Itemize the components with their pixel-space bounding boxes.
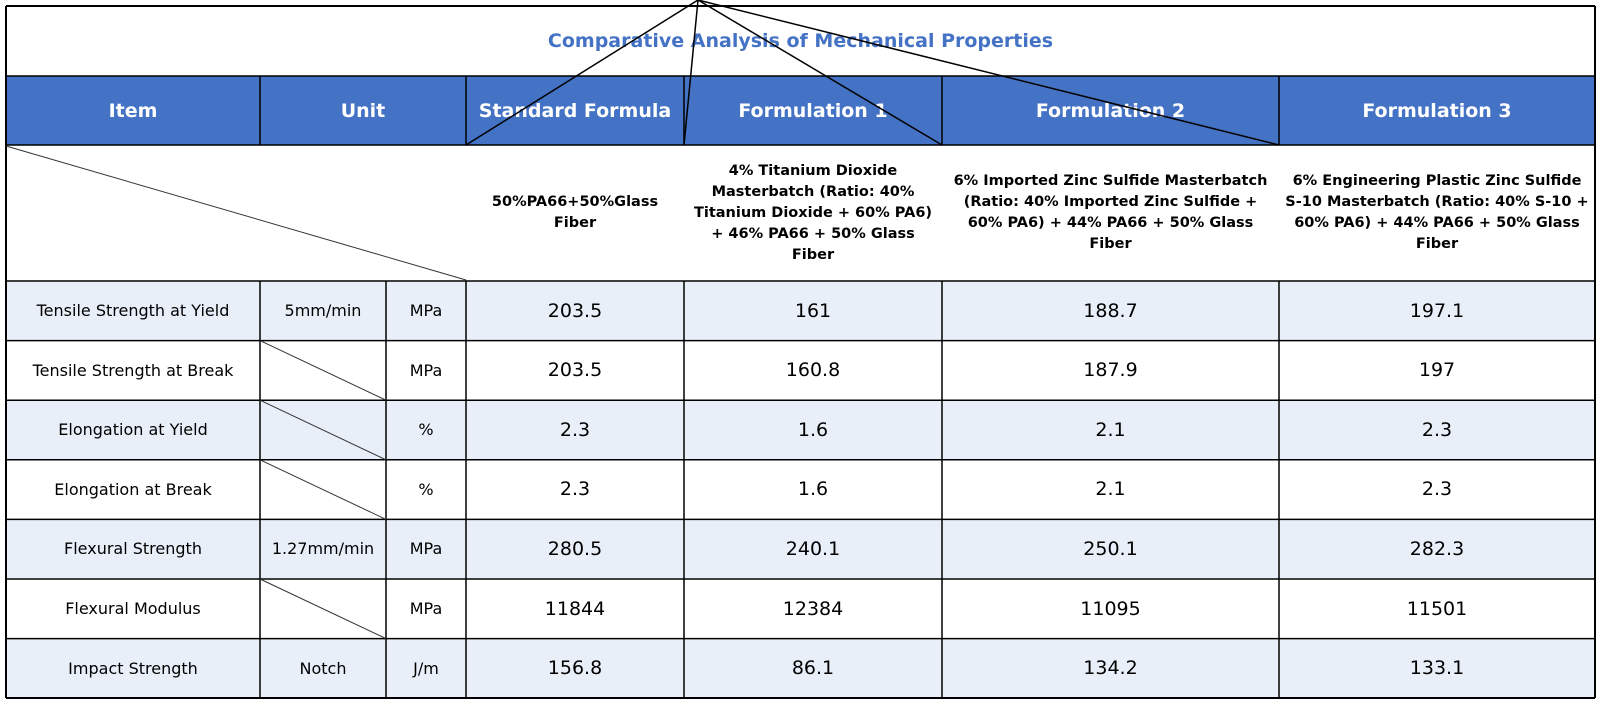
table-title: Comparative Analysis of Mechanical Prope… — [547, 30, 1054, 52]
table-row: Tensile Strength at Yield 5mm/min MPa 203.5… — [6, 281, 1595, 340]
row-condition — [260, 400, 386, 459]
table-row: Elongation at Break% 2.3 1.6 2.1 2.3 — [6, 460, 1595, 519]
row-value-standard: 203.5 — [547, 359, 603, 382]
row-unit: % — [418, 479, 434, 499]
row-value-formulation-2: 2.1 — [1095, 418, 1126, 441]
row-value-formulation-1: 1.6 — [797, 478, 829, 501]
row-value-formulation-3: 197 — [1418, 359, 1456, 382]
header-formulation-1: Formulation 1 — [684, 76, 942, 145]
header-formulation-2: Formulation 2 — [942, 76, 1279, 145]
table-row: Flexural Modulus MPa 11844 12384 11095 11501 — [6, 579, 1595, 638]
row-item: Tensile Strength at Break — [32, 360, 234, 380]
row-value-formulation-3: 197.1 — [1409, 299, 1465, 322]
row-condition: 1.27mm/min — [271, 539, 375, 559]
row-value-formulation-1: 12384 — [782, 597, 844, 620]
row-value-standard: 156.8 — [547, 657, 603, 680]
desc-formulation-1: 4% Titanium Dioxide Masterbatch (Ratio: … — [693, 162, 933, 263]
row-item: Flexural Strength — [64, 539, 202, 559]
row-value-formulation-2: 134.2 — [1083, 657, 1138, 680]
row-value-standard: 2.3 — [559, 418, 591, 441]
desc-formulation-3: 6% Engineering Plastic Zinc Sulfide S-10… — [1285, 173, 1589, 252]
row-value-formulation-3: 282.3 — [1409, 537, 1465, 560]
row-condition: 5mm/min — [284, 301, 362, 320]
header-unit: Unit — [260, 76, 466, 145]
header-item: Item — [6, 76, 260, 145]
row-item: Flexural Modulus — [65, 599, 201, 618]
row-item: Tensile Strength at Yield — [36, 301, 230, 320]
row-value-formulation-3: 2.3 — [1421, 418, 1453, 441]
row-value-formulation-1: 161 — [794, 299, 832, 322]
row-unit: MPa — [409, 301, 443, 320]
row-condition — [260, 579, 386, 638]
table-row: Flexural Strength 1.27mm/min MPa 280.5 240.1… — [6, 519, 1595, 579]
row-unit: MPa — [409, 360, 443, 380]
row-unit: MPa — [409, 539, 443, 559]
table-row: Tensile Strength at Break MPa 203.5 160.8 18… — [6, 341, 1595, 400]
row-unit: % — [418, 420, 434, 440]
row-value-formulation-3: 133.1 — [1409, 657, 1465, 680]
row-unit: MPa — [409, 599, 443, 618]
header-standard-formula: Standard Formula — [466, 76, 684, 145]
table-row: Elongation at Yield% 2.3 1.6 2.1 2.3 — [6, 400, 1595, 460]
row-value-formulation-2: 187.9 — [1083, 359, 1138, 382]
row-item: Impact Strength — [68, 658, 198, 678]
row-unit: J/m — [413, 658, 439, 678]
header-formulation-3: Formulation 3 — [1279, 76, 1595, 145]
row-value-formulation-2: 188.7 — [1083, 299, 1138, 322]
diagonal-corner — [5, 145, 467, 281]
row-value-formulation-1: 240.1 — [785, 537, 841, 560]
row-value-formulation-1: 1.6 — [797, 418, 829, 441]
row-value-standard: 280.5 — [547, 537, 603, 560]
row-item: Elongation at Break — [54, 479, 212, 499]
row-value-formulation-3: 2.3 — [1421, 478, 1453, 501]
row-condition — [260, 460, 386, 519]
row-value-formulation-2: 2.1 — [1095, 478, 1126, 501]
row-value-standard: 2.3 — [559, 478, 591, 501]
desc-standard-formula: 50%PA66+50%Glass Fiber — [491, 194, 659, 231]
row-value-formulation-3: 11501 — [1406, 597, 1468, 620]
row-item: Elongation at Yield — [58, 420, 208, 440]
row-condition — [260, 341, 386, 400]
row-value-formulation-2: 250.1 — [1083, 537, 1138, 560]
row-value-formulation-2: 11095 — [1080, 597, 1141, 620]
table-row: Impact Strength Notch J/m 156.8 86.1 134.2 133… — [6, 638, 1595, 698]
row-condition: Notch — [299, 658, 347, 678]
row-value-formulation-1: 86.1 — [791, 657, 835, 680]
row-value-standard: 203.5 — [547, 299, 603, 322]
row-value-formulation-1: 160.8 — [785, 359, 841, 382]
desc-formulation-2: 6% Imported Zinc Sulfide Masterbatch (Ra… — [953, 173, 1268, 252]
row-value-standard: 11844 — [544, 597, 606, 620]
